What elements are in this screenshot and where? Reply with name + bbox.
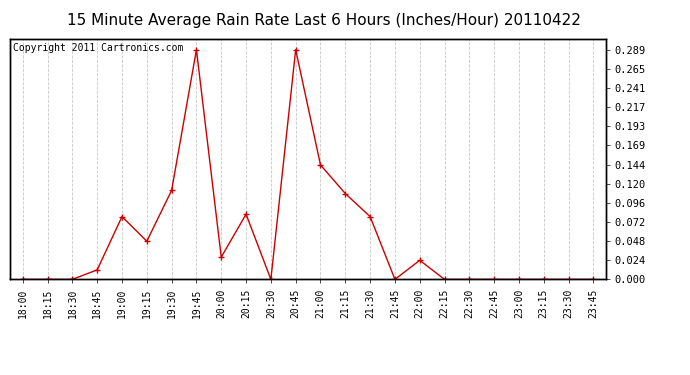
Text: 15 Minute Average Rain Rate Last 6 Hours (Inches/Hour) 20110422: 15 Minute Average Rain Rate Last 6 Hours… [68, 13, 581, 28]
Text: Copyright 2011 Cartronics.com: Copyright 2011 Cartronics.com [13, 43, 184, 53]
